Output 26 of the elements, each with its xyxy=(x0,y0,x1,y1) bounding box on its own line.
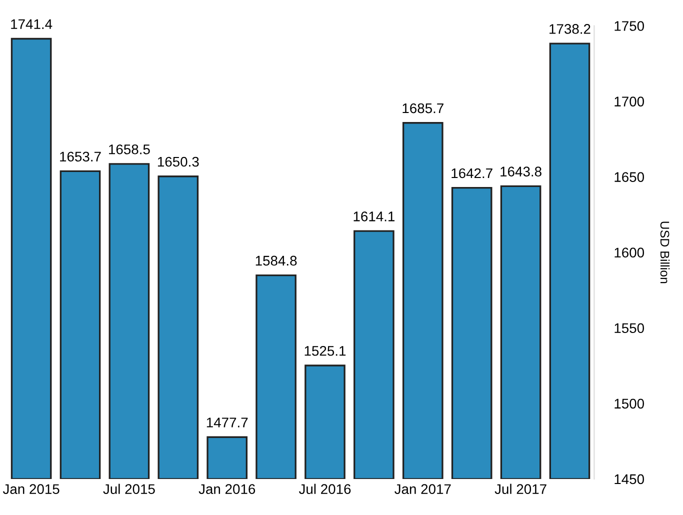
y-tick-label: 1700 xyxy=(614,96,644,106)
data-label: 1685.7 xyxy=(402,103,444,114)
y-tick-label: 1750 xyxy=(614,21,644,31)
y-tick-label: 1600 xyxy=(614,248,644,258)
x-tick-label: Jul 2016 xyxy=(298,484,351,494)
y-tick-label: 1500 xyxy=(614,398,644,409)
data-label: 1642.7 xyxy=(452,168,492,178)
data-label: 1658.5 xyxy=(109,144,150,154)
x-tick-label: Jul 2015 xyxy=(103,484,155,494)
x-tick-label: Jul 2017 xyxy=(494,484,546,494)
data-label: 1643.8 xyxy=(500,166,542,176)
data-label: 1741.4 xyxy=(11,19,52,29)
y-tick-label: 1650 xyxy=(614,172,644,182)
y-tick-label: 1550 xyxy=(614,323,644,334)
x-tick-label: Jan 2017 xyxy=(394,484,451,494)
data-label: 1738.2 xyxy=(550,24,590,34)
data-label: 1584.8 xyxy=(256,256,297,266)
data-label: 1614.1 xyxy=(354,212,395,222)
x-tick-label: Jan 2015 xyxy=(2,484,60,494)
x-tick-label: Jan 2016 xyxy=(198,484,256,494)
data-label: 1525.1 xyxy=(304,346,346,356)
y-tick-label: 1450 xyxy=(614,474,644,484)
y-axis-title: USD Billion xyxy=(660,222,670,284)
data-label: 1653.7 xyxy=(60,152,101,162)
data-label: 1477.7 xyxy=(206,418,248,428)
data-label: 1650.3 xyxy=(158,156,199,167)
